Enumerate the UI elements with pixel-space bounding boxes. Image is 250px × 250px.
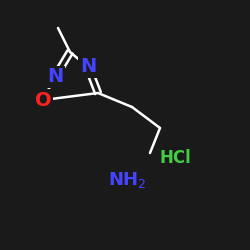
Text: N: N [80, 58, 96, 76]
Text: HCl: HCl [159, 149, 191, 167]
Text: NH$_2$: NH$_2$ [108, 170, 146, 190]
Text: O: O [35, 90, 51, 110]
Text: N: N [47, 68, 63, 86]
